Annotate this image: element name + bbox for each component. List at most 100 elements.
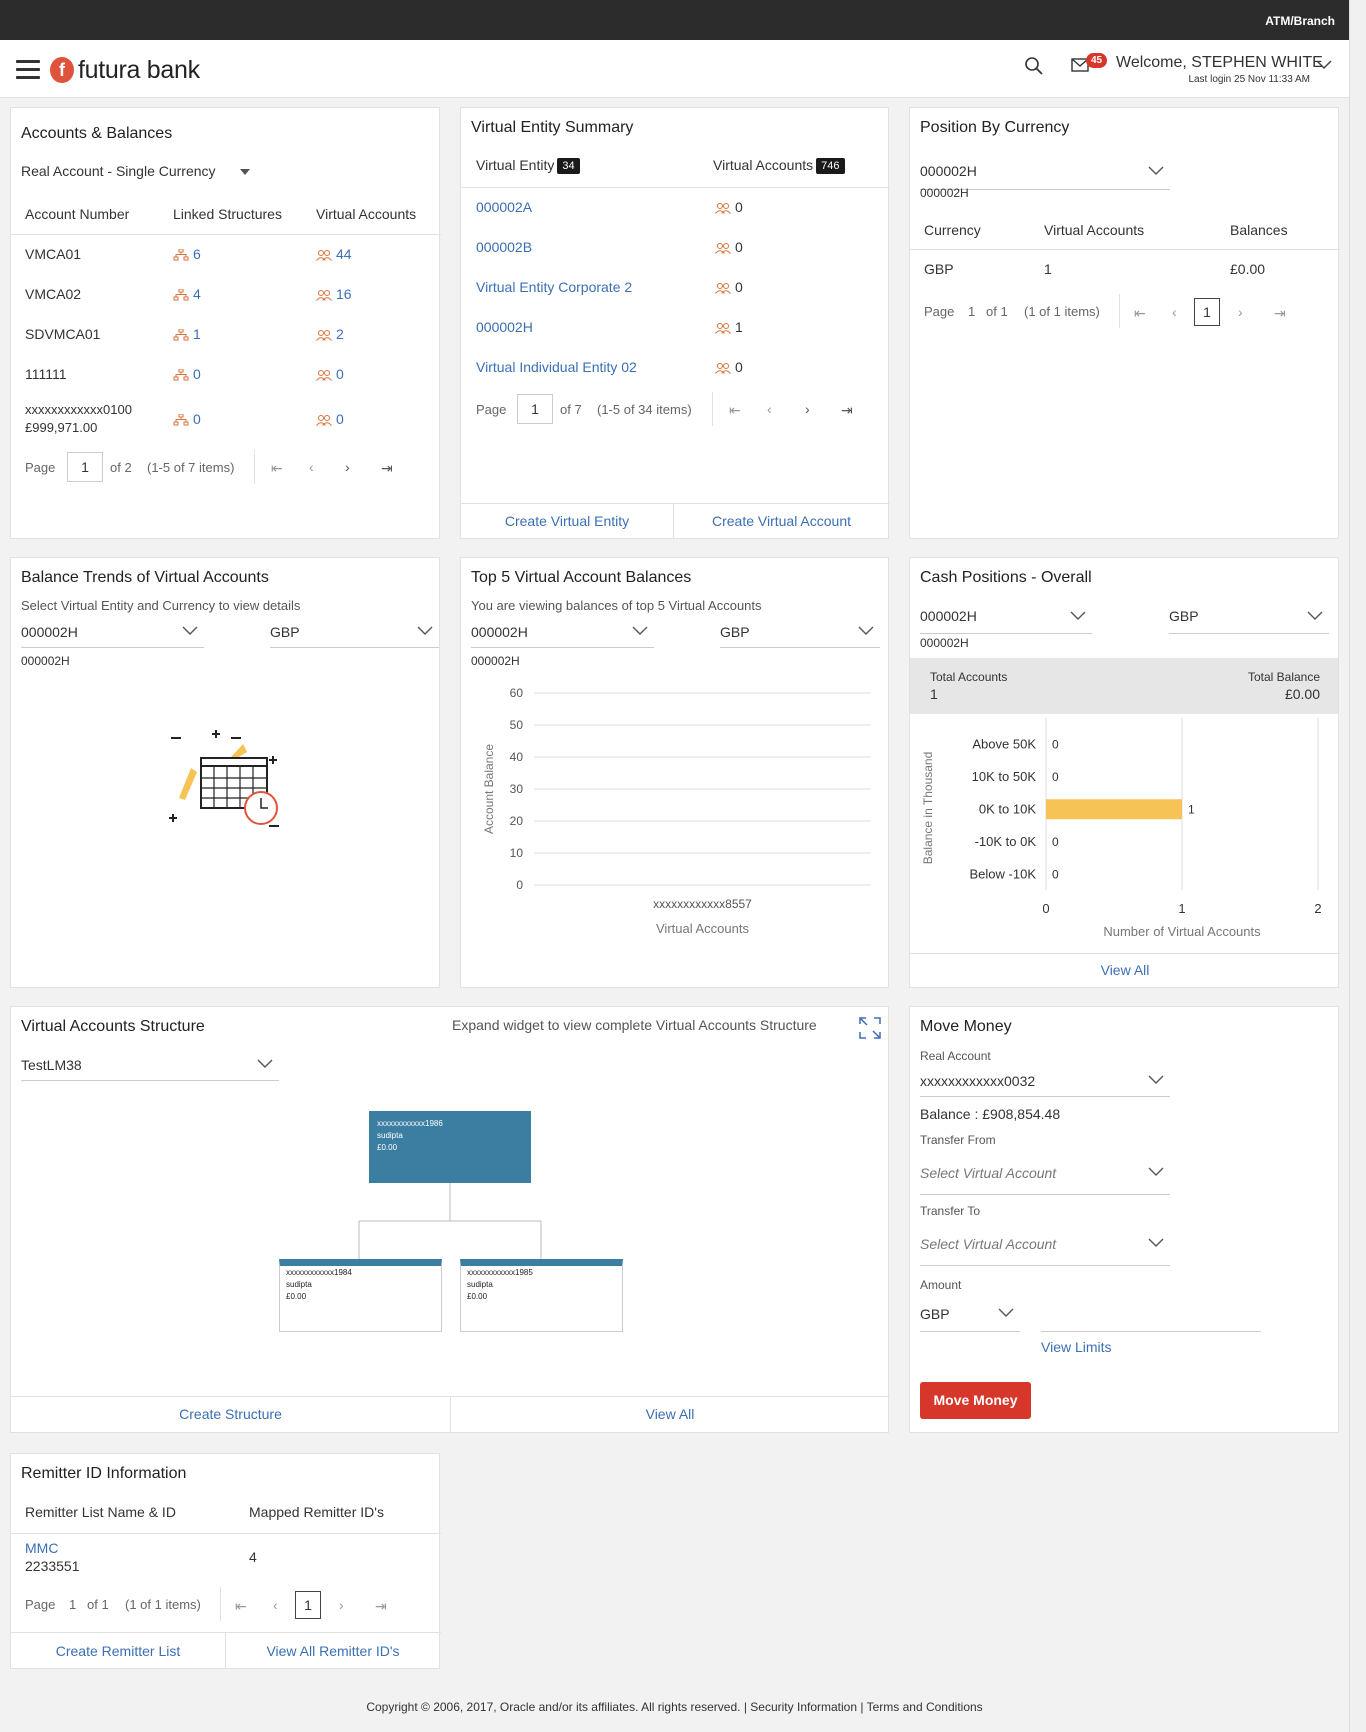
total-balance-value: £0.00 bbox=[1284, 686, 1320, 702]
virtual-entity-link[interactable]: 000002B bbox=[476, 239, 533, 255]
next-page-icon[interactable]: › bbox=[339, 1597, 344, 1613]
virtual-accounts-count[interactable]: 44 bbox=[316, 246, 352, 262]
virtual-entity-link[interactable]: Virtual Individual Entity 02 bbox=[476, 359, 637, 375]
select-value: 000002H bbox=[920, 163, 977, 179]
virtual-accounts-count[interactable]: 2 bbox=[316, 326, 344, 342]
last-page-icon[interactable]: ⇥ bbox=[375, 1598, 387, 1614]
structure-connectors bbox=[358, 1183, 542, 1259]
view-all-remitter-ids-link[interactable]: View All Remitter ID's bbox=[266, 1643, 400, 1659]
page-number-input[interactable]: 1 bbox=[517, 394, 553, 424]
structure-root-node[interactable]: xxxxxxxxxxxx1986 sudipta £0.00 bbox=[369, 1111, 531, 1183]
chevron-down-icon bbox=[1070, 611, 1086, 620]
next-page-icon[interactable]: › bbox=[1238, 304, 1243, 320]
last-page-icon[interactable]: ⇥ bbox=[381, 460, 393, 476]
page-scrollbar[interactable] bbox=[1349, 0, 1366, 1732]
linked-structures-count[interactable]: 6 bbox=[173, 246, 201, 262]
virtual-entity-link[interactable]: 000002H bbox=[476, 319, 533, 335]
next-page-icon[interactable]: › bbox=[805, 401, 810, 417]
select-value: 000002H bbox=[471, 624, 528, 640]
create-virtual-account-link[interactable]: Create Virtual Account bbox=[711, 513, 852, 529]
chart-bar[interactable] bbox=[1046, 799, 1182, 820]
welcome-text[interactable]: Welcome, STEPHEN WHITE bbox=[1116, 54, 1323, 71]
next-page-icon[interactable]: › bbox=[345, 459, 350, 475]
pager-current: 1 bbox=[968, 304, 976, 319]
linked-structures-count[interactable]: 0 bbox=[173, 411, 201, 427]
terms-conditions-link[interactable]: Terms and Conditions bbox=[866, 1700, 983, 1714]
first-page-icon[interactable]: ⇤ bbox=[1134, 305, 1146, 321]
calendar-illustration-icon bbox=[169, 730, 279, 827]
linked-structures-count[interactable]: 0 bbox=[173, 366, 201, 382]
y-tick-label: 60 bbox=[510, 686, 524, 700]
account-type-select[interactable]: Real Account - Single Currency bbox=[21, 163, 251, 187]
virtual-accounts-count[interactable]: 0 bbox=[316, 366, 344, 382]
atm-branch-link[interactable]: ATM/Branch bbox=[1265, 14, 1335, 28]
count: 1 bbox=[193, 326, 201, 342]
last-page-icon[interactable]: ⇥ bbox=[1274, 305, 1286, 321]
virtual-accounts-count[interactable]: 1 bbox=[715, 319, 743, 335]
chevron-down-icon[interactable] bbox=[1316, 60, 1332, 70]
amount-currency-select[interactable]: GBP bbox=[920, 1300, 1020, 1332]
structure-select[interactable]: TestLM38 bbox=[21, 1051, 279, 1081]
amount-input[interactable] bbox=[1041, 1300, 1261, 1332]
currency-select[interactable]: GBP bbox=[270, 620, 439, 648]
create-virtual-entity-link[interactable]: Create Virtual Entity bbox=[504, 513, 630, 529]
bank-logo[interactable]: f futura bank bbox=[50, 55, 200, 85]
expand-icon[interactable] bbox=[859, 1017, 881, 1039]
first-page-icon[interactable]: ⇤ bbox=[271, 460, 283, 476]
widget-title: Virtual Accounts Structure bbox=[21, 1018, 205, 1035]
chevron-down-icon bbox=[182, 626, 198, 635]
prev-page-icon[interactable]: ‹ bbox=[767, 401, 772, 417]
col-virtual-accounts: Virtual Accounts bbox=[1044, 222, 1145, 238]
first-page-icon[interactable]: ⇤ bbox=[235, 1598, 247, 1614]
menu-icon[interactable] bbox=[16, 60, 40, 79]
people-icon bbox=[715, 242, 731, 254]
virtual-accounts-count[interactable]: 0 bbox=[715, 239, 743, 255]
prev-page-icon[interactable]: ‹ bbox=[273, 1597, 278, 1613]
top5-virtual-balances-widget: Top 5 Virtual Account Balances You are v… bbox=[460, 557, 889, 988]
currency-select[interactable]: GBP bbox=[1169, 602, 1329, 634]
virtual-entity-link[interactable]: Virtual Entity Corporate 2 bbox=[476, 279, 633, 295]
select-placeholder: Select Virtual Account bbox=[920, 1165, 1057, 1181]
view-all-structures-link[interactable]: View All bbox=[645, 1406, 695, 1422]
virtual-accounts-count[interactable]: 16 bbox=[316, 286, 352, 302]
prev-page-icon[interactable]: ‹ bbox=[1172, 304, 1177, 320]
virtual-accounts-count[interactable]: 0 bbox=[316, 411, 344, 427]
last-page-icon[interactable]: ⇥ bbox=[841, 402, 853, 418]
current-page-box[interactable]: 1 bbox=[295, 1591, 321, 1619]
transfer-to-select[interactable]: Select Virtual Account bbox=[920, 1226, 1170, 1266]
widget-title: Accounts & Balances bbox=[21, 125, 173, 142]
structure-child-node[interactable]: xxxxxxxxxxxx1985 sudipta £0.00 bbox=[460, 1259, 623, 1332]
view-all-link[interactable]: View All bbox=[1100, 962, 1150, 978]
page-number-input[interactable]: 1 bbox=[67, 452, 103, 482]
structure-child-node[interactable]: xxxxxxxxxxxx1984 sudipta £0.00 bbox=[279, 1259, 442, 1332]
search-icon[interactable] bbox=[1024, 56, 1044, 76]
divider bbox=[1119, 294, 1120, 328]
virtual-entity-select[interactable]: 000002H bbox=[21, 620, 204, 648]
remitter-list-link[interactable]: MMC bbox=[25, 1540, 59, 1556]
bar-value-label: 0 bbox=[1052, 867, 1059, 881]
transfer-from-select[interactable]: Select Virtual Account bbox=[920, 1155, 1170, 1195]
create-structure-link[interactable]: Create Structure bbox=[179, 1406, 282, 1422]
currency-select[interactable]: GBP bbox=[720, 620, 880, 648]
virtual-accounts-count[interactable]: 0 bbox=[715, 199, 743, 215]
prev-page-icon[interactable]: ‹ bbox=[309, 459, 314, 475]
linked-structures-count[interactable]: 4 bbox=[173, 286, 201, 302]
virtual-accounts-count[interactable]: 0 bbox=[715, 359, 743, 375]
chevron-down-icon bbox=[257, 1059, 273, 1068]
move-money-button[interactable]: Move Money bbox=[920, 1382, 1031, 1419]
node-name: sudipta bbox=[286, 1280, 312, 1289]
col-mapped-remitter-ids: Mapped Remitter ID's bbox=[249, 1504, 384, 1520]
virtual-entity-select[interactable]: 000002H bbox=[920, 156, 1170, 190]
header: f futura bank bbox=[0, 40, 1349, 98]
first-page-icon[interactable]: ⇤ bbox=[729, 402, 741, 418]
virtual-entity-link[interactable]: 000002A bbox=[476, 199, 533, 215]
virtual-accounts-count[interactable]: 0 bbox=[715, 279, 743, 295]
current-page-box[interactable]: 1 bbox=[1194, 298, 1220, 326]
create-remitter-list-link[interactable]: Create Remitter List bbox=[55, 1643, 181, 1659]
linked-structures-count[interactable]: 1 bbox=[173, 326, 201, 342]
view-limits-link[interactable]: View Limits bbox=[1041, 1339, 1112, 1355]
virtual-entity-select[interactable]: 000002H bbox=[920, 602, 1092, 634]
real-account-select[interactable]: xxxxxxxxxxxx0032 bbox=[920, 1069, 1170, 1097]
virtual-entity-select[interactable]: 000002H bbox=[471, 620, 654, 648]
security-information-link[interactable]: Security Information bbox=[750, 1700, 858, 1714]
